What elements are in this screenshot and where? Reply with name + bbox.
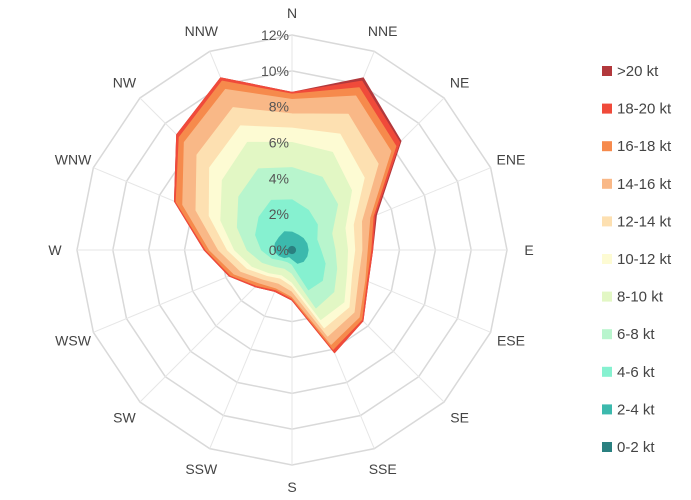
- radial-tick-label: 2%: [269, 206, 289, 222]
- series-area-10: [287, 245, 297, 255]
- legend-label: 10-12 kt: [617, 251, 672, 268]
- legend-label: 12-14 kt: [617, 213, 672, 230]
- direction-label: SSE: [369, 461, 397, 477]
- direction-label: W: [48, 242, 62, 258]
- legend-swatch: [602, 66, 612, 76]
- legend-swatch: [602, 329, 612, 340]
- direction-label: SE: [450, 410, 469, 426]
- legend-swatch: [602, 366, 612, 377]
- radial-tick-label: 12%: [261, 27, 289, 43]
- radial-tick-label: 8%: [269, 99, 289, 115]
- direction-label: WSW: [55, 333, 92, 349]
- legend-swatch: [602, 254, 612, 264]
- direction-label: NE: [450, 74, 469, 90]
- direction-label: NNW: [185, 23, 219, 39]
- legend-swatch: [602, 178, 612, 189]
- legend-swatch: [602, 442, 612, 452]
- legend-swatch: [602, 216, 612, 227]
- direction-label: NW: [113, 74, 137, 90]
- legend-swatch: [602, 103, 612, 114]
- direction-label: N: [287, 5, 297, 21]
- direction-label: SSW: [185, 461, 218, 477]
- series-areas: [173, 77, 402, 354]
- direction-label: ENE: [497, 151, 526, 167]
- legend-label: 4-6 kt: [617, 364, 655, 381]
- direction-label: SW: [113, 410, 136, 426]
- legend-label: 8-10 kt: [617, 289, 664, 306]
- legend-label: 16-18 kt: [617, 138, 672, 155]
- radial-tick-label: 0%: [269, 242, 289, 258]
- legend-swatch: [602, 141, 612, 152]
- legend-label: 18-20 kt: [617, 101, 672, 118]
- legend-swatch: [602, 291, 612, 302]
- direction-labels: N NNE NE ENE E ESE SE SSE S SSW SW WSW W WNW NW NNW: [48, 5, 533, 495]
- legend-label: 6-8 kt: [617, 326, 655, 343]
- legend-label: 2-4 kt: [617, 401, 655, 418]
- legend: >20 kt 18-20 kt 16-18 kt 14-16 kt 12-14 kt 10…: [602, 63, 672, 456]
- direction-label: S: [287, 479, 296, 495]
- radial-tick-label: 10%: [261, 63, 289, 79]
- legend-label: 14-16 kt: [617, 176, 672, 193]
- legend-label: 0-2 kt: [617, 439, 655, 456]
- direction-label: NNE: [368, 23, 398, 39]
- radial-tick-label: 4%: [269, 170, 289, 186]
- radial-tick-labels: 0% 2% 4% 6% 8% 10% 12%: [261, 27, 289, 258]
- direction-label: WNW: [55, 151, 92, 167]
- direction-label: ESE: [497, 333, 525, 349]
- legend-label: >20 kt: [617, 63, 659, 80]
- radial-tick-label: 6%: [269, 135, 289, 151]
- direction-label: E: [524, 242, 533, 258]
- legend-swatch: [602, 404, 612, 415]
